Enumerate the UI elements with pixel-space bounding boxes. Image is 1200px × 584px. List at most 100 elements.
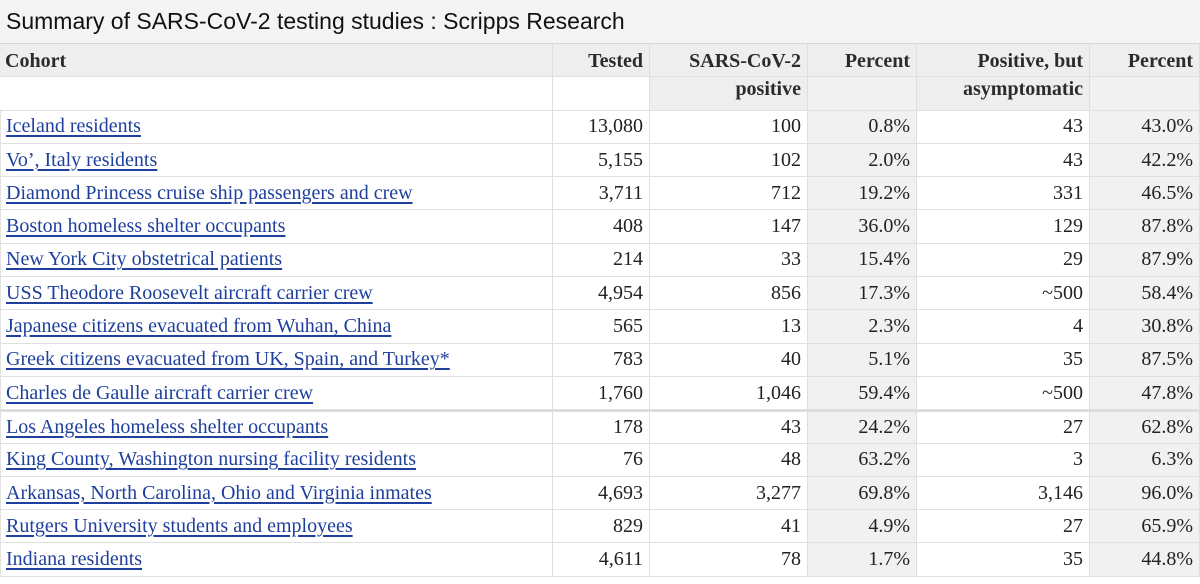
- positive-cell: 33: [650, 243, 808, 277]
- cohort-cell: Rutgers University students and employee…: [0, 510, 553, 543]
- asym-percent-cell: 87.5%: [1090, 343, 1200, 376]
- cohort-link[interactable]: Los Angeles homeless shelter occupants: [6, 415, 329, 438]
- asym-percent-cell: 96.0%: [1090, 476, 1200, 510]
- asymptomatic-cell: 35: [917, 343, 1090, 376]
- asym-percent-cell: 6.3%: [1090, 443, 1200, 476]
- positive-cell: 147: [650, 210, 808, 243]
- asymptomatic-cell: 29: [917, 243, 1090, 277]
- header-asymptomatic-cont: asymptomatic: [917, 77, 1090, 110]
- asym-percent-cell: 58.4%: [1090, 277, 1200, 310]
- summary-table: Cohort Tested SARS-CoV-2 Percent Positiv…: [0, 44, 1200, 577]
- asym-percent-cell: 65.9%: [1090, 510, 1200, 543]
- asym-percent-cell: 43.0%: [1090, 110, 1200, 143]
- asym-percent-cell: 46.5%: [1090, 177, 1200, 210]
- asymptomatic-cell: 331: [917, 177, 1090, 210]
- cohort-link[interactable]: Greek citizens evacuated from UK, Spain,…: [6, 348, 450, 371]
- tested-cell: 408: [553, 210, 650, 243]
- cohort-link[interactable]: Arkansas, North Carolina, Ohio and Virgi…: [6, 481, 432, 504]
- percent-cell: 15.4%: [808, 243, 917, 277]
- percent-cell: 63.2%: [808, 443, 917, 476]
- cohort-cell: Vo’, Italy residents: [0, 143, 553, 177]
- table-row: Indiana residents 4,611 78 1.7% 35 44.8%: [0, 543, 1200, 577]
- asymptomatic-cell: 35: [917, 543, 1090, 576]
- asym-percent-cell: 44.8%: [1090, 543, 1200, 576]
- percent-cell: 2.3%: [808, 310, 917, 343]
- table-row: Los Angeles homeless shelter occupants 17…: [0, 410, 1200, 444]
- table-body: Iceland residents 13,080 100 0.8% 43 43.0% Vo’…: [0, 110, 1200, 577]
- title-bar: Summary of SARS-CoV-2 testing studies : …: [0, 0, 1200, 44]
- cohort-cell: Iceland residents: [0, 110, 553, 143]
- table-row: USS Theodore Roosevelt aircraft carrier …: [0, 277, 1200, 311]
- positive-cell: 43: [650, 412, 808, 443]
- table-header-row: Cohort Tested SARS-CoV-2 Percent Positiv…: [0, 44, 1200, 78]
- tested-cell: 565: [553, 310, 650, 343]
- cohort-link[interactable]: Charles de Gaulle aircraft carrier crew: [6, 381, 314, 404]
- asymptomatic-cell: ~500: [917, 376, 1090, 410]
- cohort-link[interactable]: King County, Washington nursing facility…: [6, 448, 417, 471]
- tested-cell: 5,155: [553, 143, 650, 177]
- tested-cell: 13,080: [553, 110, 650, 143]
- table-row: Arkansas, North Carolina, Ohio and Virgi…: [0, 476, 1200, 511]
- tested-cell: 76: [553, 443, 650, 476]
- positive-cell: 40: [650, 343, 808, 376]
- percent-cell: 0.8%: [808, 110, 917, 143]
- table-row: Charles de Gaulle aircraft carrier crew 1…: [0, 376, 1200, 411]
- cohort-link[interactable]: Iceland residents: [6, 115, 141, 138]
- positive-cell: 856: [650, 277, 808, 310]
- positive-cell: 78: [650, 543, 808, 576]
- asymptomatic-cell: 43: [917, 143, 1090, 177]
- header-asym-percent: Percent: [1090, 44, 1200, 77]
- cohort-cell: Charles de Gaulle aircraft carrier crew: [0, 376, 553, 410]
- cohort-link[interactable]: New York City obstetrical patients: [6, 248, 283, 271]
- percent-cell: 2.0%: [808, 143, 917, 177]
- table-row: Boston homeless shelter occupants 408 147 3…: [0, 210, 1200, 244]
- percent-cell: 19.2%: [808, 177, 917, 210]
- percent-cell: 5.1%: [808, 343, 917, 376]
- header-cohort-cont: [0, 77, 553, 110]
- positive-cell: 102: [650, 143, 808, 177]
- header-positive-cont: positive: [650, 77, 808, 110]
- tested-cell: 178: [553, 412, 650, 443]
- positive-cell: 100: [650, 110, 808, 143]
- cohort-cell: King County, Washington nursing facility…: [0, 443, 553, 476]
- tested-cell: 1,760: [553, 376, 650, 410]
- table-row: King County, Washington nursing facility…: [0, 443, 1200, 477]
- asym-percent-cell: 62.8%: [1090, 412, 1200, 443]
- positive-cell: 3,277: [650, 476, 808, 510]
- cohort-link[interactable]: Boston homeless shelter occupants: [6, 215, 286, 238]
- asym-percent-cell: 30.8%: [1090, 310, 1200, 343]
- positive-cell: 1,046: [650, 376, 808, 410]
- asym-percent-cell: 87.8%: [1090, 210, 1200, 243]
- cohort-cell: Diamond Princess cruise ship passengers …: [0, 177, 553, 210]
- table-row: Rutgers University students and employee…: [0, 510, 1200, 544]
- tested-cell: 4,954: [553, 277, 650, 310]
- cohort-link[interactable]: Japanese citizens evacuated from Wuhan, …: [6, 315, 392, 338]
- asymptomatic-cell: 27: [917, 412, 1090, 443]
- tested-cell: 214: [553, 243, 650, 277]
- cohort-link[interactable]: Rutgers University students and employee…: [6, 514, 353, 537]
- table-row: Greek citizens evacuated from UK, Spain,…: [0, 343, 1200, 377]
- tested-cell: 783: [553, 343, 650, 376]
- percent-cell: 1.7%: [808, 543, 917, 576]
- cohort-link[interactable]: USS Theodore Roosevelt aircraft carrier …: [6, 281, 373, 304]
- cohort-link[interactable]: Vo’, Italy residents: [6, 148, 158, 171]
- cohort-link[interactable]: Indiana residents: [6, 548, 143, 571]
- cohort-cell: Los Angeles homeless shelter occupants: [0, 412, 553, 443]
- asymptomatic-cell: 4: [917, 310, 1090, 343]
- asymptomatic-cell: 129: [917, 210, 1090, 243]
- table-row: Diamond Princess cruise ship passengers …: [0, 177, 1200, 211]
- percent-cell: 4.9%: [808, 510, 917, 543]
- cohort-cell: Boston homeless shelter occupants: [0, 210, 553, 243]
- asymptomatic-cell: 27: [917, 510, 1090, 543]
- asymptomatic-cell: 3,146: [917, 476, 1090, 510]
- cohort-link[interactable]: Diamond Princess cruise ship passengers …: [6, 181, 413, 204]
- table-row: Japanese citizens evacuated from Wuhan, …: [0, 310, 1200, 344]
- percent-cell: 36.0%: [808, 210, 917, 243]
- header-cohort: Cohort: [0, 44, 553, 77]
- header-asym-percent-cont: [1090, 77, 1200, 110]
- percent-cell: 69.8%: [808, 476, 917, 510]
- page-title: Summary of SARS-CoV-2 testing studies : …: [6, 8, 625, 34]
- table-row: Iceland residents 13,080 100 0.8% 43 43.0%: [0, 110, 1200, 144]
- positive-cell: 48: [650, 443, 808, 476]
- positive-cell: 41: [650, 510, 808, 543]
